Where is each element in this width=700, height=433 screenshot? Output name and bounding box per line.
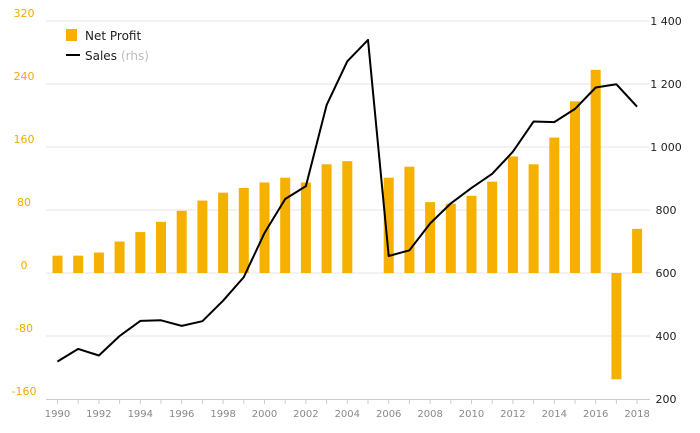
bar-net-profit (280, 177, 291, 273)
x-tick-label: 2004 (335, 409, 360, 420)
bar-net-profit (549, 137, 560, 273)
bar-net-profit (238, 187, 249, 273)
bar-net-profit (487, 181, 498, 273)
x-tick-label: 2016 (583, 409, 608, 420)
bar-net-profit (590, 69, 601, 273)
bar-net-profit (156, 221, 166, 273)
line-layer (56, 38, 638, 363)
legend-swatch-net-profit (66, 29, 77, 41)
x-tick-label: 1992 (86, 409, 111, 420)
x-tick-label: 2012 (500, 409, 525, 420)
bar-net-profit (300, 182, 311, 273)
x-tick-label: 2018 (624, 409, 649, 420)
right-tick-label: 600 (656, 267, 677, 280)
svg-text:Sales(rhs): Sales (rhs) (85, 49, 149, 63)
bar-net-profit (404, 166, 415, 273)
bar-net-profit (114, 241, 125, 273)
left-tick-label: 240 (14, 70, 35, 83)
x-tick-label: 2008 (417, 409, 442, 420)
x-tick-label: 1990 (45, 409, 70, 420)
bar-net-profit (52, 255, 63, 273)
left-tick-label: 80 (17, 196, 31, 209)
bar-net-profit (507, 156, 518, 273)
right-tick-label: 1 000 (650, 141, 682, 154)
bar-net-profit (176, 210, 187, 273)
bar-net-profit (383, 177, 394, 273)
legend-label-sales: Sales (85, 49, 117, 63)
legend-label-net-profit: Net Profit (85, 29, 141, 43)
x-tick-label: 2010 (459, 409, 484, 420)
x-tick-label: 2002 (293, 409, 318, 420)
bar-net-profit (528, 164, 539, 273)
left-tick-label: 0 (21, 259, 28, 272)
left-tick-label: 160 (14, 133, 35, 146)
x-tick-label: 2000 (252, 409, 277, 420)
bar-net-profit (73, 255, 84, 273)
left-tick-label: 320 (14, 7, 35, 20)
right-tick-label: 1 400 (650, 15, 682, 28)
x-tick-label: 1994 (128, 409, 153, 420)
bar-net-profit (218, 192, 229, 273)
left-tick-label: -80 (15, 322, 33, 335)
bar-net-profit (425, 202, 436, 273)
bar-net-profit (135, 232, 146, 273)
right-tick-label: 800 (656, 204, 677, 217)
x-tick-label: 2006 (376, 409, 401, 420)
x-tick-label: 1998 (210, 409, 235, 420)
bar-net-profit (321, 164, 332, 273)
legend: Net Profit Sales (rhs) (66, 29, 149, 63)
legend-note-rhs: (rhs) (121, 49, 149, 63)
bar-net-profit (611, 273, 622, 380)
line-sales (56, 38, 638, 363)
bar-net-profit (570, 101, 580, 273)
right-tick-label: 400 (656, 330, 677, 343)
bar-net-profit (466, 195, 477, 273)
x-tick-label: 1996 (169, 409, 194, 420)
right-tick-label: 1 200 (650, 78, 682, 91)
bar-net-profit (259, 182, 270, 273)
right-tick-label: 200 (656, 393, 677, 406)
bars-layer (52, 69, 643, 380)
bar-net-profit (197, 200, 208, 273)
bar-net-profit (93, 252, 104, 273)
bar-net-profit (445, 203, 456, 273)
bar-net-profit (632, 228, 643, 273)
bar-net-profit (342, 161, 353, 273)
left-tick-label: -160 (12, 385, 37, 398)
x-tick-label: 2014 (542, 409, 567, 420)
